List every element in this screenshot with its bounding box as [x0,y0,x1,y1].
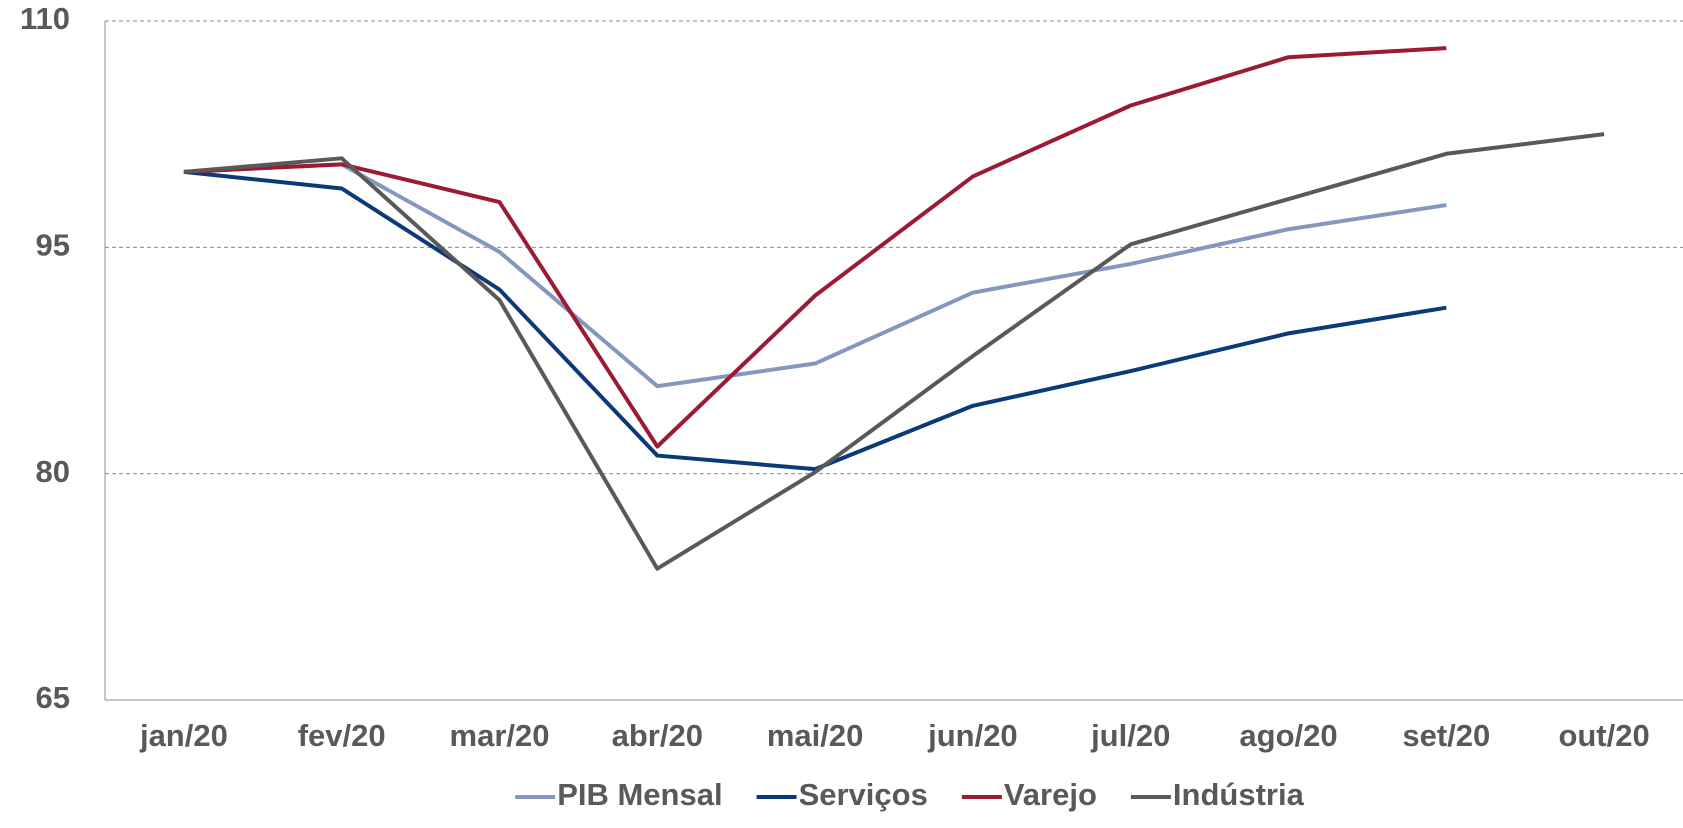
x-tick-label: ago/20 [1239,718,1337,753]
x-tick-label: mar/20 [450,718,550,753]
y-tick-label: 80 [36,454,70,489]
x-tick-label: abr/20 [612,718,703,753]
y-tick-label: 65 [36,680,70,715]
legend-label: Indústria [1173,777,1305,812]
x-tick-label: out/20 [1558,718,1649,753]
series-line [183,162,1447,389]
x-tick-label: jan/20 [139,718,228,753]
y-tick-label: 95 [36,228,70,263]
series-line [183,46,1447,449]
x-tick-label: jun/20 [927,718,1018,753]
x-tick-label: set/20 [1402,718,1490,753]
legend-label: Varejo [1004,777,1097,812]
legend-label: PIB Mensal [557,777,722,812]
y-tick-label: 110 [20,1,70,36]
series-line [183,132,1605,571]
x-tick-label: jul/20 [1090,718,1170,753]
series-line [183,169,1447,472]
x-tick-label: mai/20 [767,718,864,753]
legend-label: Serviços [799,777,928,812]
x-tick-label: fev/20 [298,718,386,753]
